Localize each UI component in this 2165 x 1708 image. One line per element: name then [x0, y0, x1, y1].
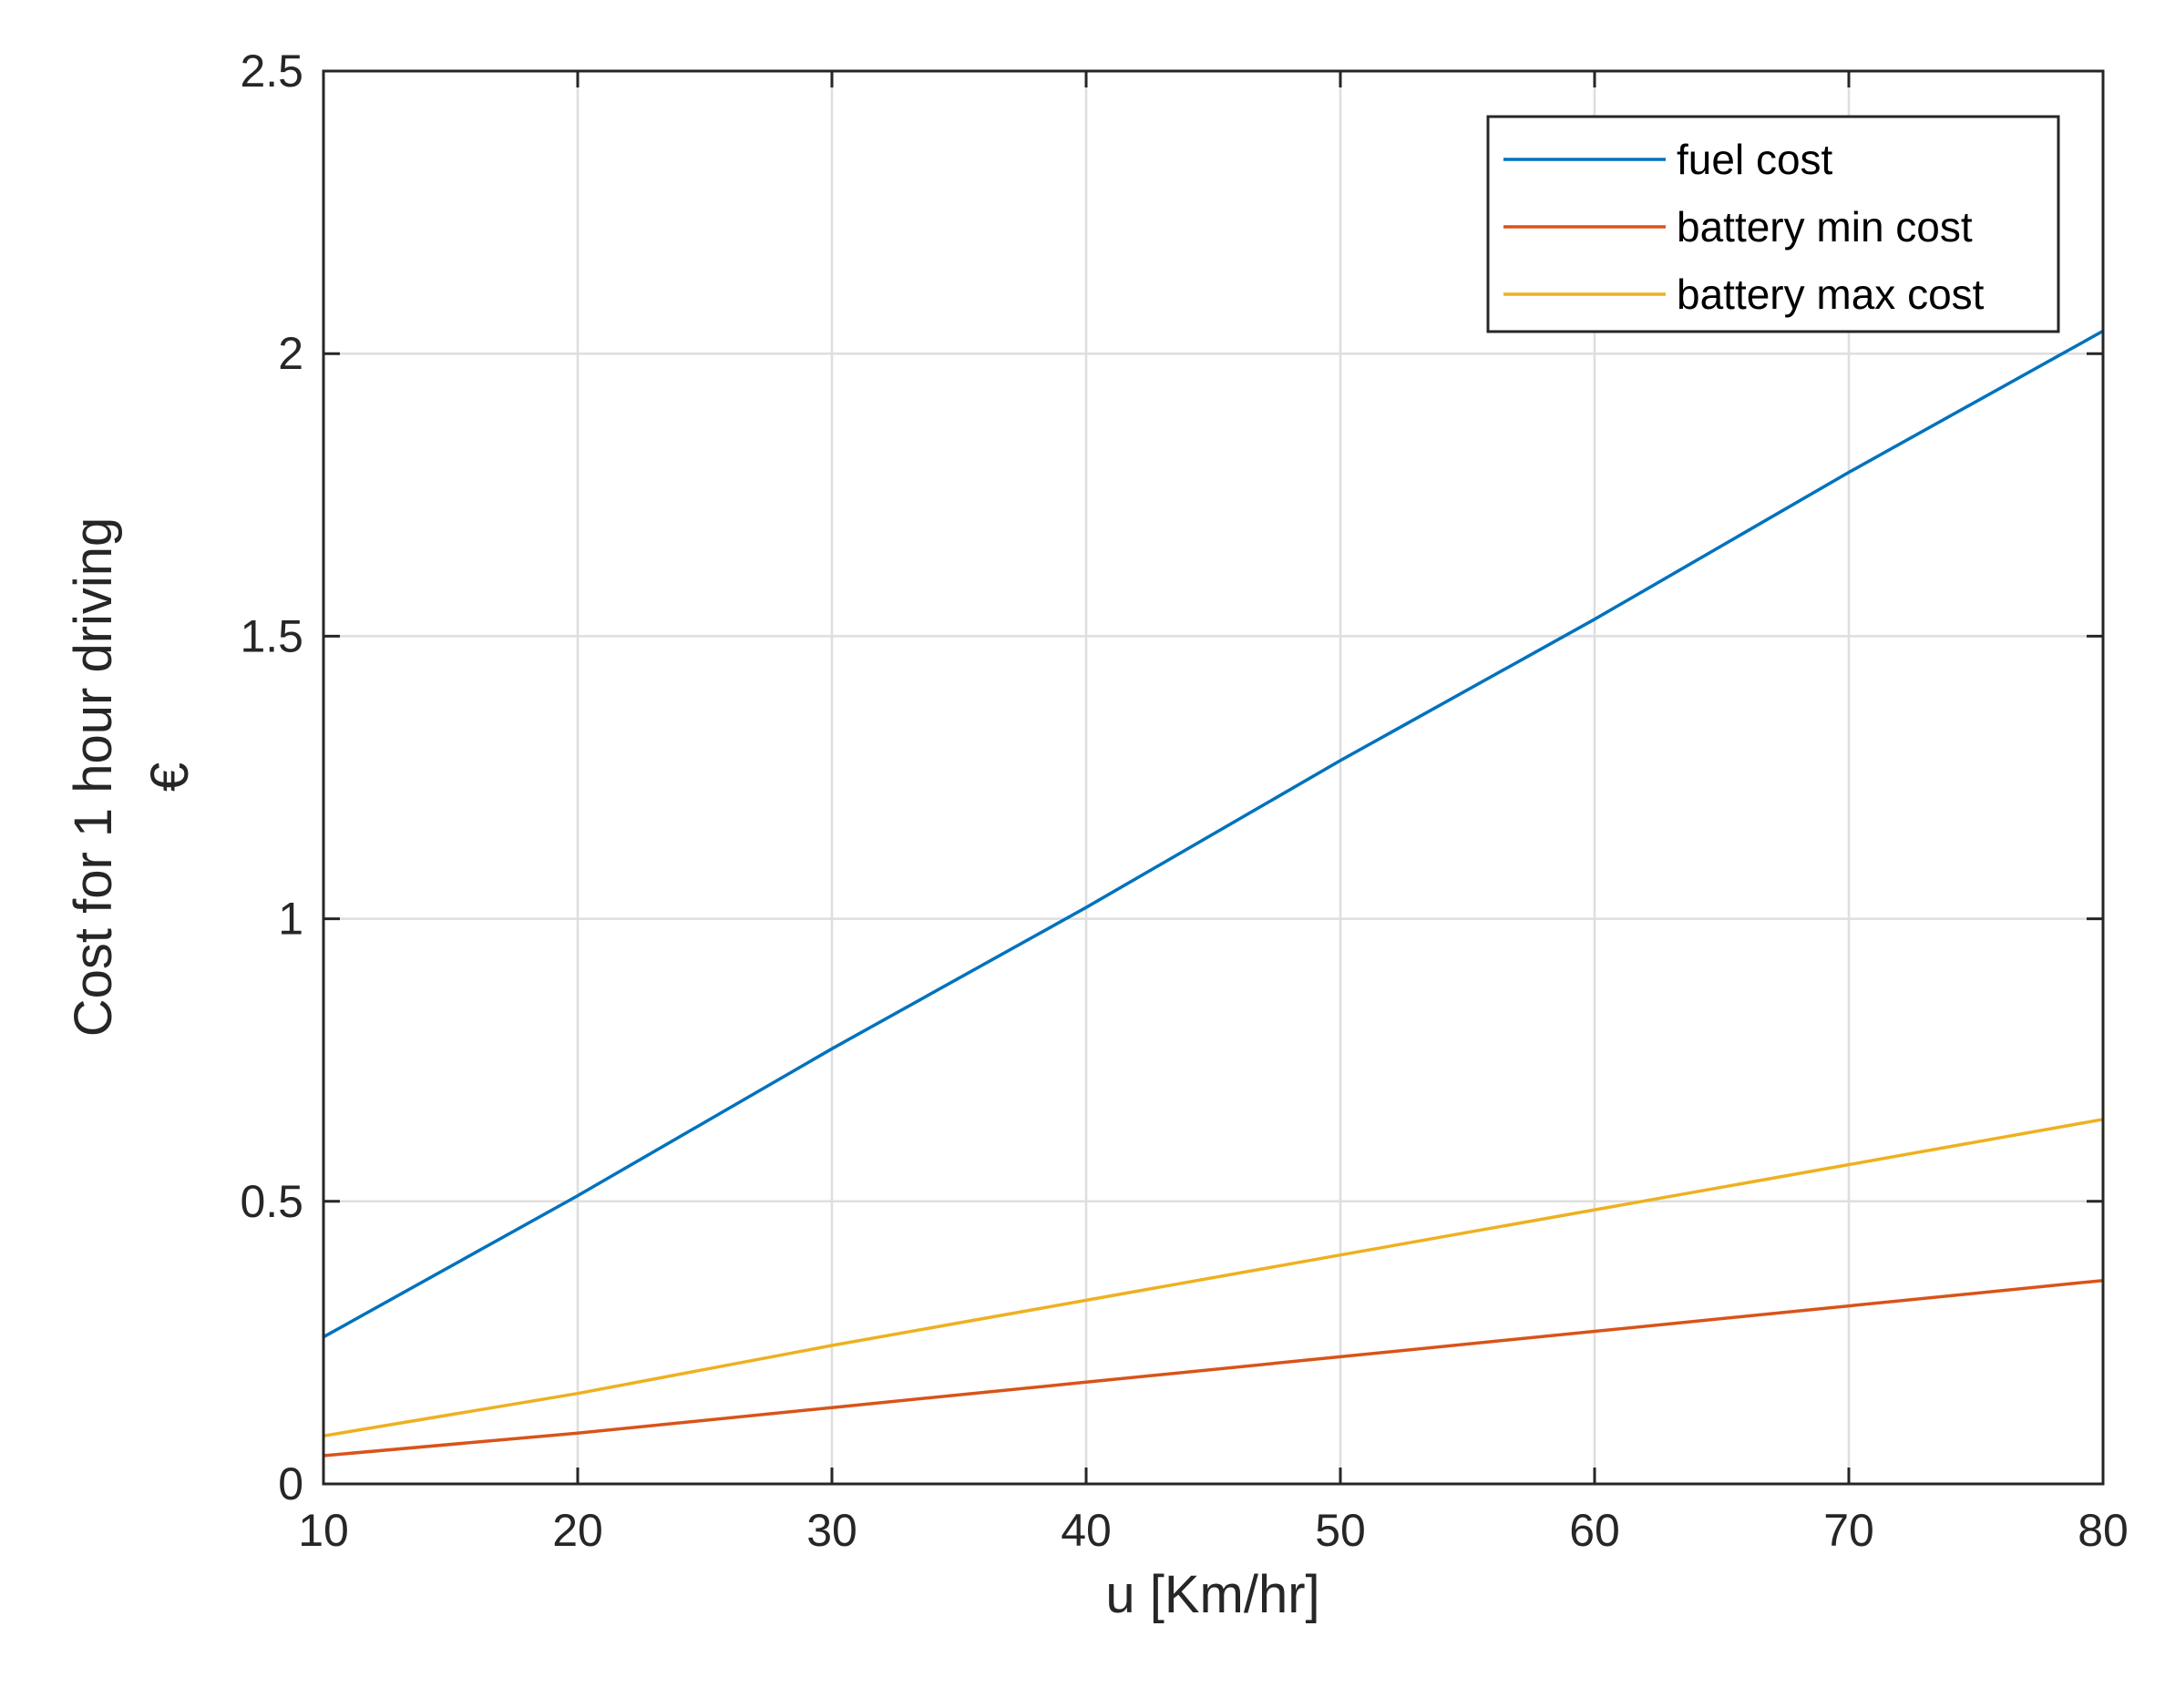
legend: fuel cost battery min cost battery max cos… [1486, 115, 2060, 333]
y-tick-label: 2 [278, 328, 303, 379]
y-axis-label: Cost for 1 hour driving [64, 517, 123, 1038]
legend-label: fuel cost [1677, 136, 1833, 183]
y-axis-unit-label: € [140, 762, 200, 792]
y-tick-label: 1 [278, 894, 303, 945]
x-tick-label: 10 [298, 1505, 349, 1556]
legend-label: battery min cost [1677, 203, 1973, 251]
series-layer [323, 329, 2104, 1457]
y-tick-label: 1.5 [240, 610, 303, 661]
x-tick-label: 50 [1315, 1505, 1366, 1556]
series-line-battery-min-cost [323, 1278, 2104, 1457]
y-tick-label: 2.5 [240, 46, 303, 97]
x-axis-label: u [Km/hr] [1105, 1565, 1319, 1624]
legend-label: battery max cost [1677, 271, 1985, 318]
series-line-battery-max-cost [323, 1118, 2104, 1438]
x-tick-label: 20 [552, 1505, 603, 1556]
x-tick-label: 70 [1823, 1505, 1874, 1556]
tick-layer: 10 20 30 40 50 60 70 80 0 0.5 1 1.5 2 2.5 [240, 46, 2128, 1556]
plot-frame [322, 69, 2105, 1486]
x-tick-label: 60 [1569, 1505, 1620, 1556]
y-tick-label: 0 [278, 1458, 303, 1509]
x-tick-label: 30 [806, 1505, 857, 1556]
x-tick-label: 80 [2078, 1505, 2129, 1556]
x-tick-label: 40 [1061, 1505, 1112, 1556]
y-tick-label: 0.5 [240, 1176, 303, 1227]
series-line-fuel-cost [323, 329, 2104, 1339]
